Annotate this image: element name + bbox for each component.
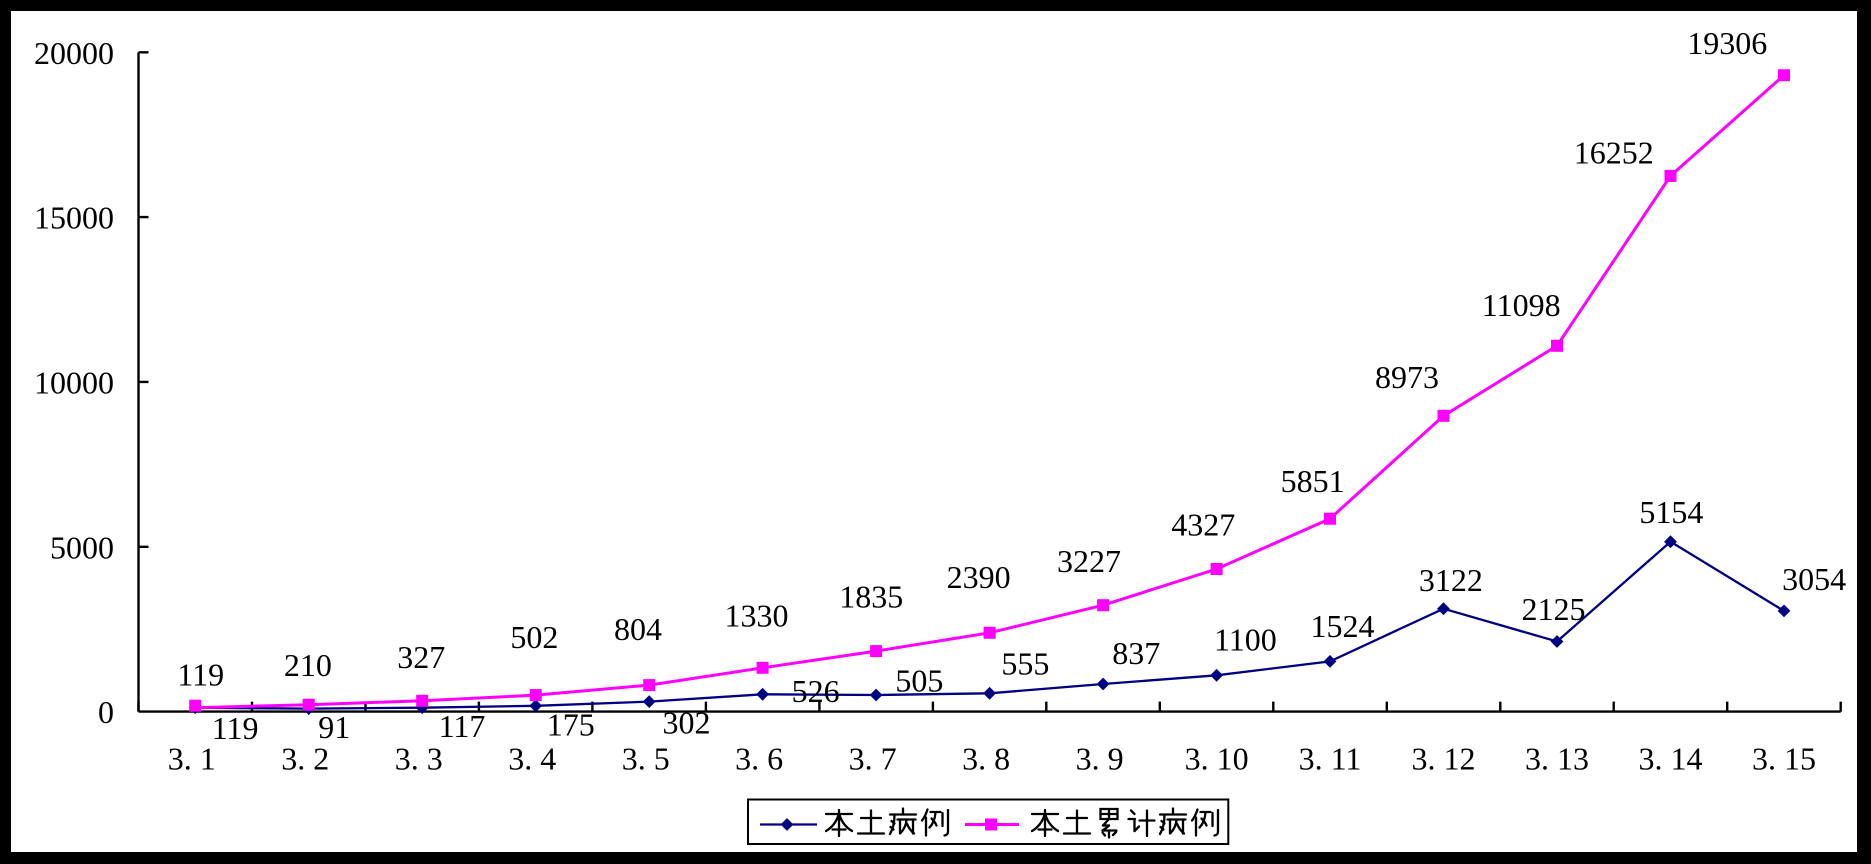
svg-text:3122: 3122 (1419, 562, 1483, 598)
svg-text:502: 502 (510, 619, 558, 655)
svg-text:3. 10: 3. 10 (1185, 741, 1249, 777)
svg-text:119: 119 (212, 710, 259, 746)
svg-text:15000: 15000 (34, 200, 114, 236)
svg-text:3. 15: 3. 15 (1752, 741, 1816, 777)
svg-text:91: 91 (318, 709, 350, 745)
svg-text:5000: 5000 (50, 529, 114, 565)
svg-text:302: 302 (663, 705, 711, 741)
svg-text:3. 13: 3. 13 (1525, 741, 1589, 777)
svg-text:837: 837 (1112, 635, 1160, 671)
svg-text:10000: 10000 (34, 364, 114, 400)
svg-text:3. 7: 3. 7 (849, 741, 897, 777)
svg-text:327: 327 (397, 639, 445, 675)
svg-text:526: 526 (792, 673, 840, 709)
svg-text:804: 804 (614, 611, 662, 647)
svg-text:210: 210 (284, 647, 332, 683)
svg-text:555: 555 (1001, 645, 1049, 681)
svg-text:11098: 11098 (1482, 287, 1561, 323)
svg-text:0: 0 (98, 694, 114, 730)
svg-text:19306: 19306 (1687, 25, 1767, 61)
svg-text:1835: 1835 (839, 579, 903, 615)
svg-text:3. 11: 3. 11 (1299, 741, 1362, 777)
svg-text:3. 3: 3. 3 (395, 741, 443, 777)
svg-text:1524: 1524 (1311, 608, 1375, 644)
svg-text:2390: 2390 (947, 559, 1011, 595)
svg-text:3. 5: 3. 5 (622, 741, 670, 777)
svg-text:3. 12: 3. 12 (1412, 741, 1476, 777)
svg-text:16252: 16252 (1574, 134, 1654, 170)
svg-text:8973: 8973 (1375, 359, 1439, 395)
svg-text:117: 117 (439, 708, 486, 744)
svg-text:5154: 5154 (1639, 494, 1703, 530)
svg-text:3. 4: 3. 4 (508, 741, 556, 777)
svg-text:3. 8: 3. 8 (962, 741, 1010, 777)
svg-text:5851: 5851 (1281, 463, 1345, 499)
svg-text:20000: 20000 (34, 35, 114, 71)
svg-text:3054: 3054 (1782, 561, 1846, 597)
svg-text:505: 505 (895, 662, 943, 698)
svg-text:4327: 4327 (1171, 506, 1235, 542)
svg-text:3. 6: 3. 6 (735, 741, 783, 777)
svg-text:1100: 1100 (1214, 622, 1277, 658)
svg-text:3. 2: 3. 2 (281, 741, 329, 777)
svg-text:3. 14: 3. 14 (1639, 741, 1703, 777)
svg-text:3227: 3227 (1057, 543, 1121, 579)
svg-text:2125: 2125 (1522, 591, 1586, 627)
svg-text:3. 1: 3. 1 (168, 741, 216, 777)
svg-text:175: 175 (547, 707, 595, 743)
svg-text:1330: 1330 (725, 598, 789, 634)
svg-text:3. 9: 3. 9 (1076, 741, 1124, 777)
svg-text:119: 119 (177, 657, 224, 693)
